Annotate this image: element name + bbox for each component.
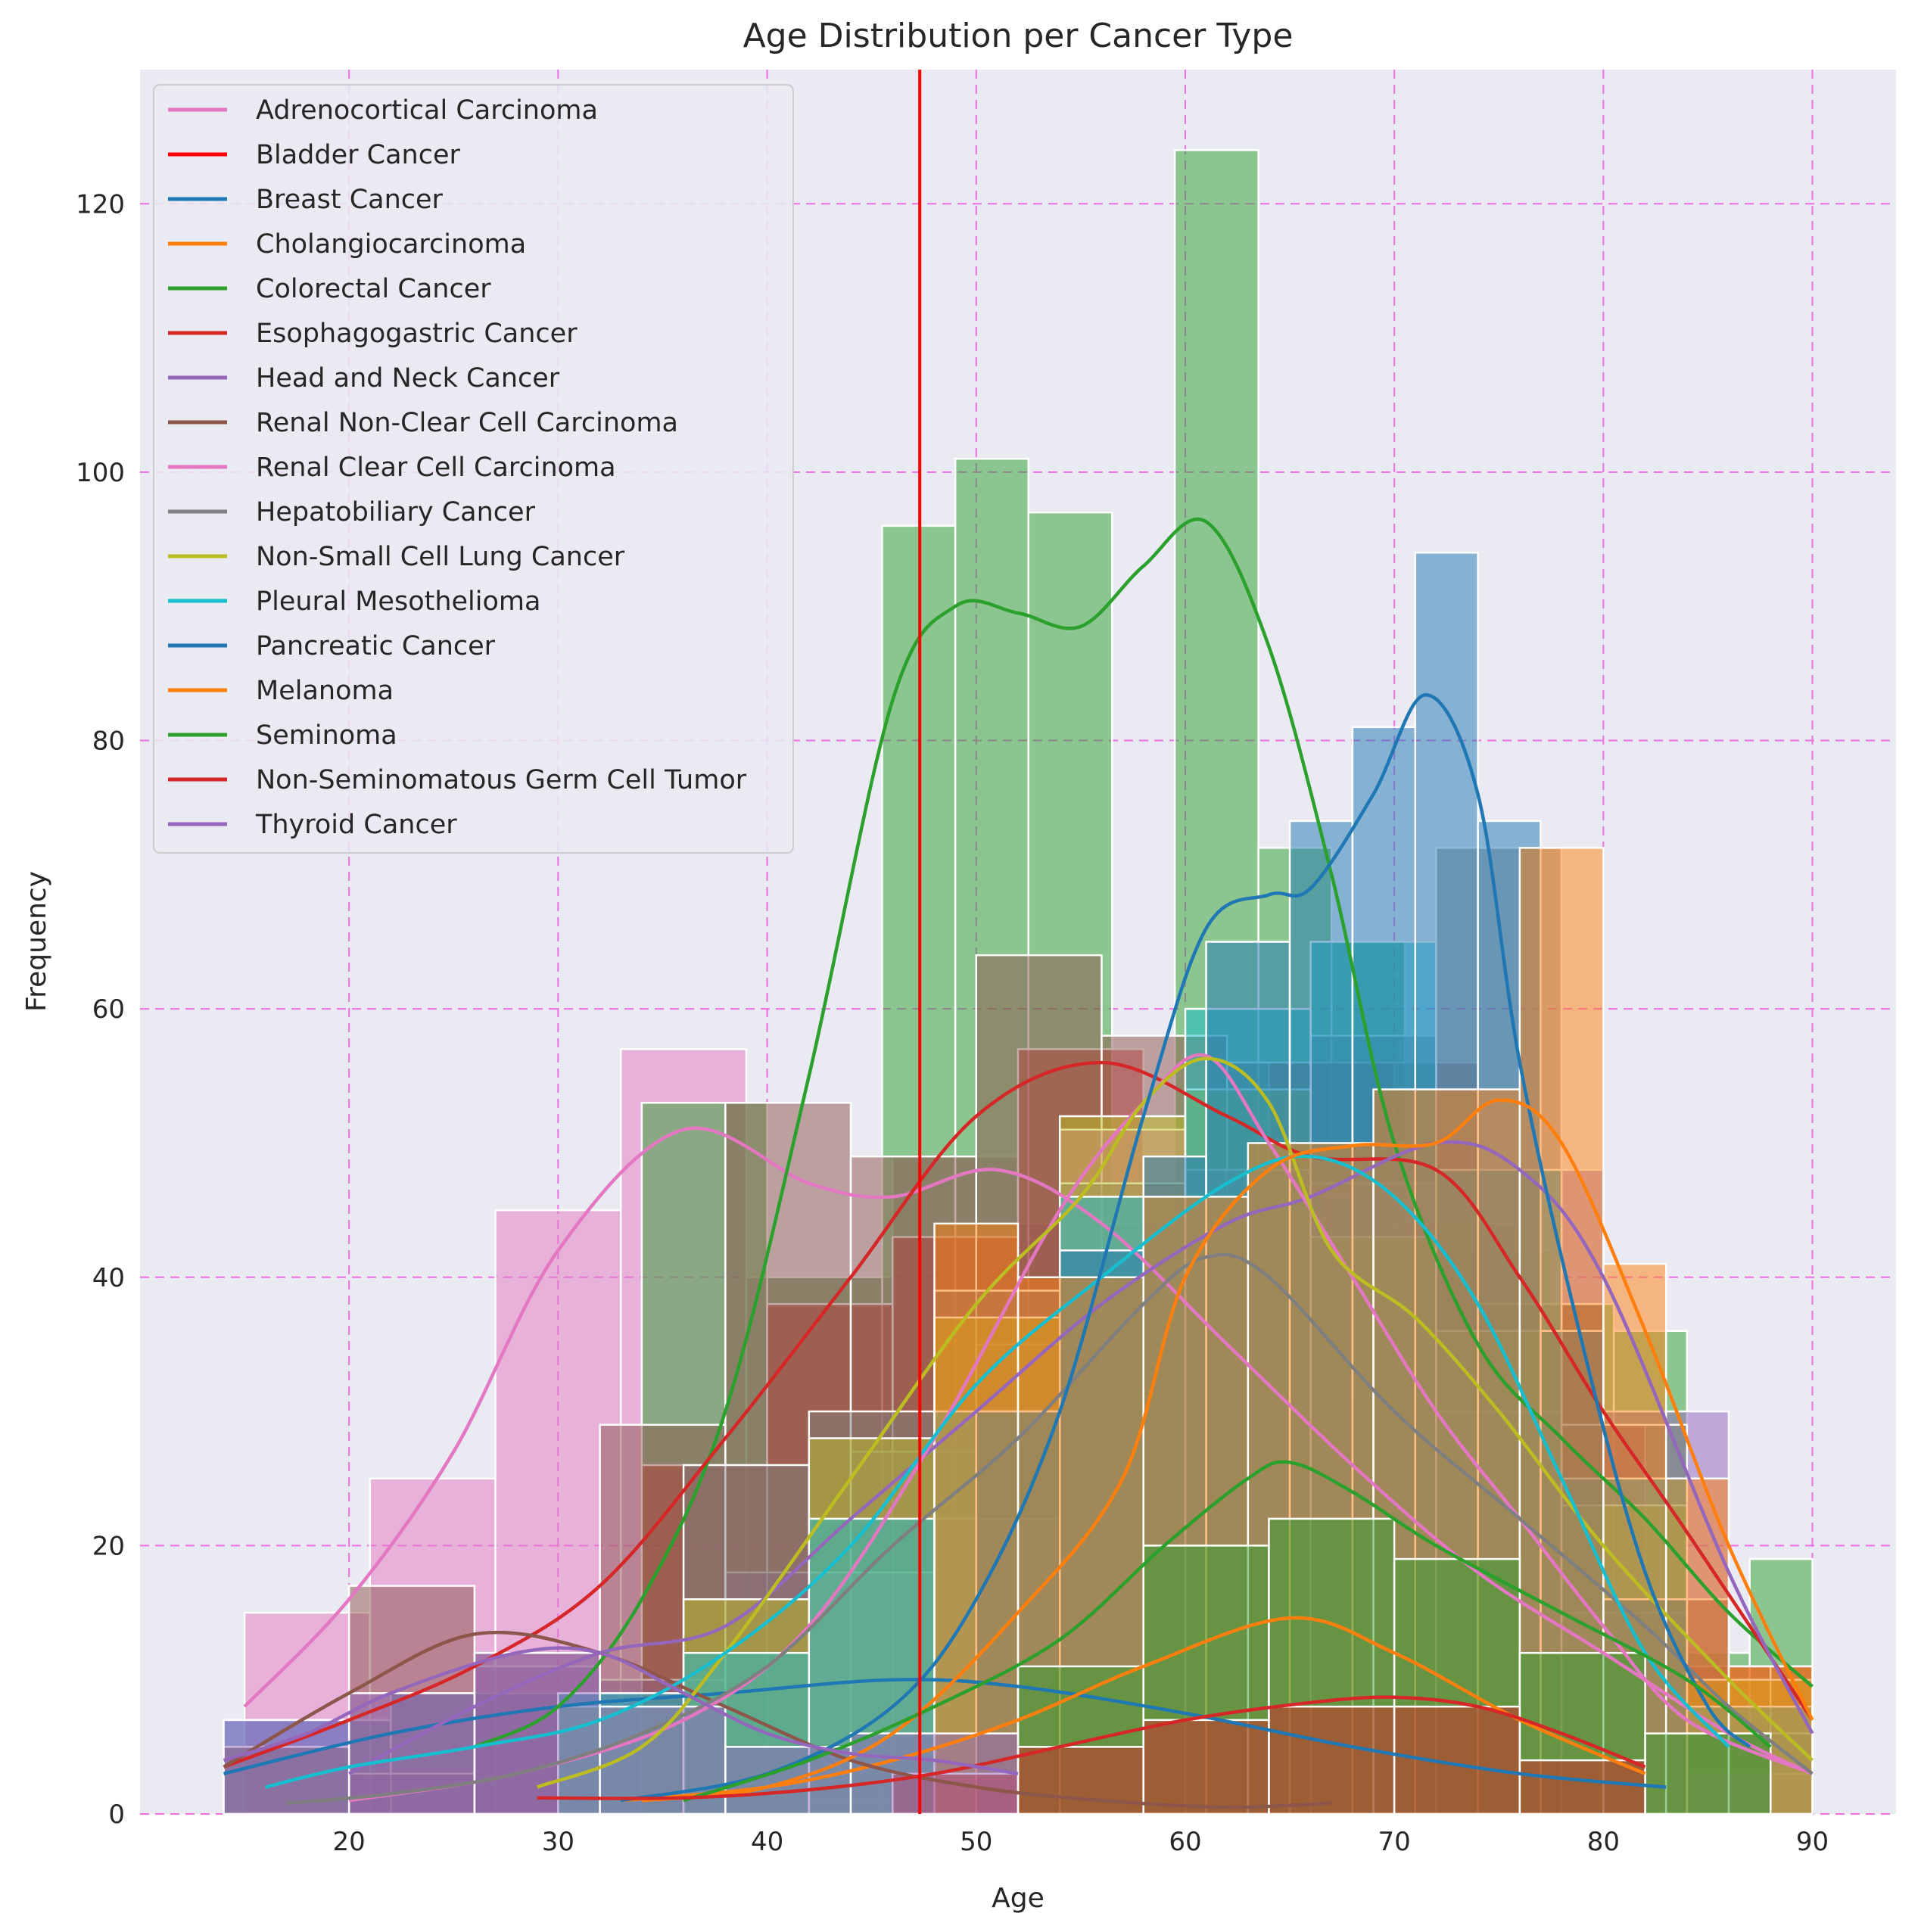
y-tick-label: 40 bbox=[92, 1263, 125, 1293]
x-tick-label: 30 bbox=[542, 1827, 574, 1857]
x-tick-label: 90 bbox=[1796, 1827, 1829, 1857]
kde-curve bbox=[223, 1678, 1667, 1789]
chart-title: Age Distribution per Cancer Type bbox=[743, 17, 1294, 55]
kde-curve bbox=[537, 1695, 1646, 1800]
legend-label: Cholangiocarcinoma bbox=[256, 229, 526, 260]
x-tick-label: 60 bbox=[1169, 1827, 1201, 1857]
x-tick-label: 50 bbox=[960, 1827, 992, 1857]
legend-label: Breast Cancer bbox=[256, 185, 444, 215]
x-axis-label: Age bbox=[992, 1883, 1045, 1914]
legend-box bbox=[153, 84, 794, 854]
histogram-bar bbox=[933, 1222, 1020, 1815]
legend: Adrenocortical Carcinoma Bladder Cancer Br… bbox=[153, 84, 794, 854]
kde-curve bbox=[473, 517, 1814, 1749]
y-tick-label: 80 bbox=[92, 726, 125, 757]
histogram-bar bbox=[1644, 1732, 1772, 1815]
legend-label: Pleural Mesothelioma bbox=[256, 586, 540, 617]
y-axis-label: Frequency bbox=[21, 871, 52, 1012]
kde-curve bbox=[223, 1630, 1332, 1809]
legend-label: Melanoma bbox=[256, 676, 394, 706]
x-tick-label: 40 bbox=[751, 1827, 783, 1857]
x-tick-label: 20 bbox=[333, 1827, 366, 1857]
kde-curve bbox=[223, 1646, 1019, 1776]
legend-label: Colorectal Cancer bbox=[256, 274, 491, 304]
kde-curve bbox=[223, 1060, 1814, 1769]
kde-curve bbox=[620, 693, 1751, 1803]
kde-curve bbox=[348, 1053, 1814, 1803]
legend-label: Hepatobiliary Cancer bbox=[256, 497, 536, 527]
histogram-bar bbox=[1518, 1759, 1646, 1815]
legend-label: Head and Neck Cancer bbox=[256, 363, 560, 394]
kde-curve bbox=[683, 1460, 1772, 1803]
y-tick-label: 60 bbox=[92, 994, 125, 1025]
histogram-bar bbox=[1268, 1705, 1396, 1815]
y-tick-label: 100 bbox=[76, 458, 125, 488]
y-tick-label: 0 bbox=[108, 1800, 125, 1830]
kde-curve bbox=[286, 1252, 1814, 1806]
legend-label: Esophagogastric Cancer bbox=[256, 319, 578, 349]
legend-label: Bladder Cancer bbox=[256, 140, 461, 170]
histogram-bar bbox=[473, 1651, 601, 1815]
y-tick-label: 20 bbox=[92, 1531, 125, 1561]
legend-label: Renal Clear Cell Carcinoma bbox=[256, 453, 616, 483]
legend-label: Seminoma bbox=[256, 720, 397, 751]
legend-label: Adrenocortical Carcinoma bbox=[256, 95, 598, 126]
legend-label: Pancreatic Cancer bbox=[256, 631, 496, 661]
kde-curve bbox=[265, 1154, 1730, 1789]
x-tick-label: 80 bbox=[1587, 1827, 1620, 1857]
y-tick-label: 120 bbox=[76, 189, 125, 219]
legend-label: Thyroid Cancer bbox=[255, 810, 457, 840]
kde-curves bbox=[223, 517, 1814, 1809]
x-tick-label: 70 bbox=[1378, 1827, 1411, 1857]
axis-ticks: 20 30 40 50 60 70 80 90 0 20 40 60 80 100 120 bbox=[76, 189, 1829, 1857]
kde-curve bbox=[620, 1616, 1646, 1803]
histogram-bar bbox=[1142, 1719, 1270, 1815]
legend-label: Renal Non-Clear Cell Carcinoma bbox=[256, 408, 678, 438]
kde-curve bbox=[243, 1126, 1814, 1775]
kde-curve bbox=[348, 1140, 1814, 1775]
legend-label: Non-Seminomatous Germ Cell Tumor bbox=[256, 765, 747, 795]
histogram-bar bbox=[1393, 1705, 1521, 1815]
legend-label: Non-Small Cell Lung Cancer bbox=[256, 542, 625, 572]
